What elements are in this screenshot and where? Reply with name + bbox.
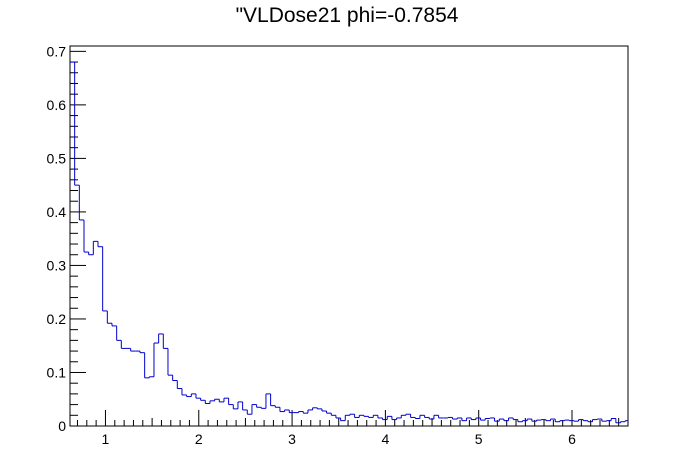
x-tick-label: 6 <box>568 431 576 447</box>
chart-title: "VLDose21 phi=-0.7854 <box>236 4 459 27</box>
plot-frame <box>69 45 629 427</box>
x-axis: 1 2 3 4 5 6 <box>76 410 629 447</box>
y-tick-label: 0.3 <box>47 257 67 273</box>
y-tick-label: 0.5 <box>47 150 67 166</box>
x-tick-label: 1 <box>102 431 110 447</box>
y-tick-label: 0.6 <box>47 97 67 113</box>
y-tick-label: 0.2 <box>47 311 67 327</box>
y-axis: 0 0.1 0.2 0.3 0.4 0.5 0.6 0.7 <box>47 43 86 434</box>
y-tick-label: 0.7 <box>47 43 67 59</box>
x-tick-label: 3 <box>288 431 296 447</box>
x-tick-label: 2 <box>195 431 203 447</box>
y-tick-label: 0.1 <box>47 364 67 380</box>
x-tick-label: 5 <box>475 431 483 447</box>
y-tick-label: 0 <box>58 418 66 434</box>
x-tick-label: 4 <box>381 431 389 447</box>
y-tick-label: 0.4 <box>47 204 67 220</box>
histogram-series <box>70 61 628 424</box>
